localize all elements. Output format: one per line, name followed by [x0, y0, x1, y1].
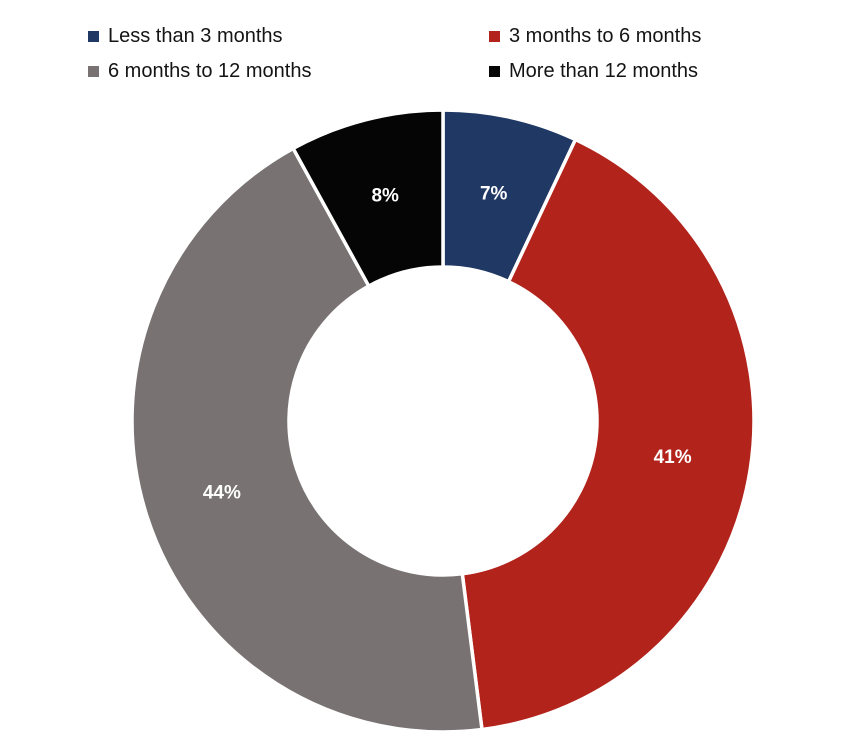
legend: Less than 3 months 3 months to 6 months 6 … [88, 24, 701, 83]
donut-segment-more-than-12-months [291, 108, 445, 288]
legend-label: More than 12 months [509, 60, 698, 82]
donut-data-label-3-months-to-6-months: 41% [654, 447, 692, 468]
legend-item-3-months-to-6-months: 3 months to 6 months [489, 24, 701, 48]
legend-label: Less than 3 months [108, 25, 283, 47]
donut-data-label-less-than-3-months: 7% [480, 184, 508, 205]
donut-segment-3-months-to-6-months [460, 137, 756, 732]
legend-swatch-icon [489, 30, 500, 42]
legend-label: 6 months to 12 months [108, 60, 312, 82]
legend-swatch-icon [88, 65, 99, 77]
donut-data-label-more-than-12-months: 8% [371, 185, 399, 206]
donut-data-label-6-months-to-12-months: 44% [203, 482, 241, 503]
legend-item-6-months-to-12-months: 6 months to 12 months [88, 59, 489, 83]
donut-segment-6-months-to-12-months [130, 146, 484, 734]
legend-item-less-than-3-months: Less than 3 months [88, 24, 489, 48]
legend-swatch-icon [489, 65, 500, 77]
legend-item-more-than-12-months: More than 12 months [489, 59, 701, 83]
legend-swatch-icon [88, 30, 99, 42]
legend-label: 3 months to 6 months [509, 25, 702, 47]
